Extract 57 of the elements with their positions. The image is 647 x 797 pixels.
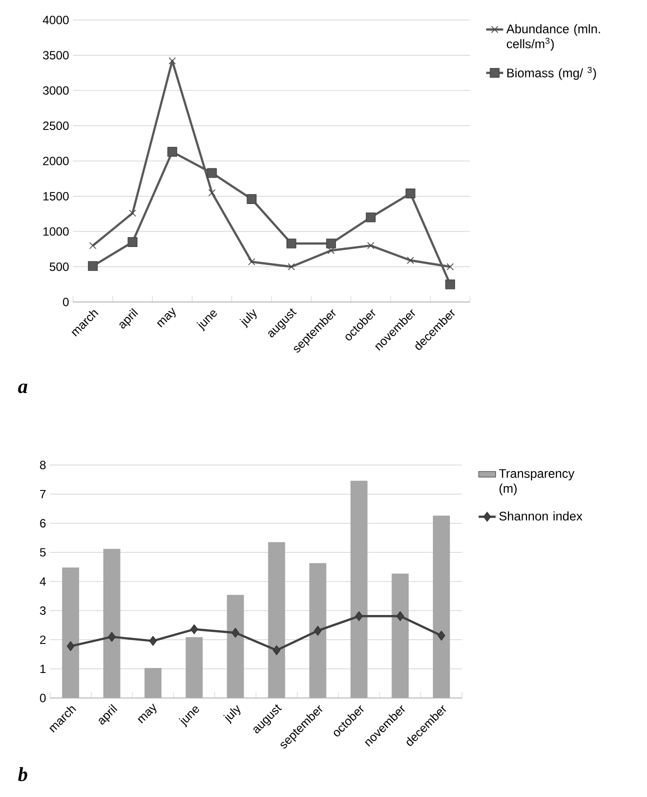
x-tick-label: july: [223, 705, 240, 724]
point: [286, 238, 296, 248]
y-tick-label: 0: [62, 298, 69, 306]
legend-label: Biomass (mg/ $^{3}$): [507, 66, 596, 80]
y-tick-label: 7: [40, 490, 46, 498]
legend-label: Abundance (mln. cells/m$^{3}$): [506, 24, 600, 51]
x-tick-label: july: [240, 309, 257, 328]
point: [446, 263, 454, 270]
y-tick-label: 3500: [43, 51, 69, 60]
point: [438, 630, 446, 641]
point: [396, 611, 404, 622]
x-tick-label: may: [156, 308, 176, 328]
y-tick-label: 3000: [43, 86, 69, 95]
point: [326, 238, 336, 248]
y-tick-label: 4: [40, 577, 46, 586]
legend-label: Shannon index: [499, 511, 582, 521]
point: [445, 279, 456, 290]
point: [167, 146, 178, 157]
point: [406, 188, 416, 198]
y-tick-label: 5: [40, 548, 46, 557]
point: [246, 194, 257, 204]
y-tick-label: 3: [40, 606, 46, 615]
x-tick-label: may: [138, 704, 156, 724]
y-tick-label: 8: [40, 460, 46, 470]
point: [89, 242, 96, 250]
text: b: [18, 767, 28, 782]
point: [272, 645, 280, 656]
y-tick-label: 500: [50, 262, 69, 271]
y-tick-label: 2000: [43, 156, 69, 166]
point: [314, 626, 322, 636]
point: [66, 641, 74, 652]
point: [168, 57, 176, 64]
point: [128, 210, 136, 217]
point: [288, 263, 295, 270]
point: [149, 636, 157, 646]
point: [190, 624, 198, 634]
y-tick-label: 4000: [42, 16, 69, 24]
y-tick-label: 0: [40, 694, 46, 702]
point: [128, 237, 138, 247]
point: [366, 212, 376, 222]
point: [88, 261, 98, 271]
point: [232, 628, 240, 638]
y-tick-label: 6: [40, 519, 46, 528]
y-tick-label: 2: [40, 636, 46, 644]
point: [108, 632, 116, 642]
y-tick-label: 1: [40, 664, 46, 673]
text: a: [18, 384, 28, 394]
y-tick-label: 2500: [43, 122, 69, 130]
point: [406, 256, 414, 264]
point: [367, 242, 374, 250]
legend-label: Transparency (m): [499, 469, 574, 496]
point: [208, 189, 216, 196]
point: [207, 168, 217, 178]
point: [355, 611, 363, 622]
point: [248, 258, 256, 266]
y-tick-label: 1500: [43, 192, 69, 200]
y-tick-label: 1000: [43, 227, 69, 236]
